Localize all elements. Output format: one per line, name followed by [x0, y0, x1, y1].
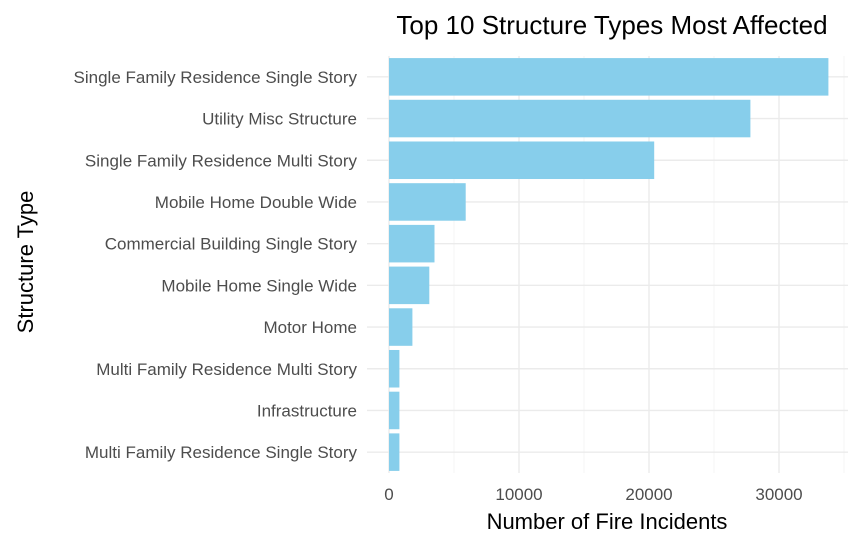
bar	[389, 58, 829, 96]
x-tick-label: 20000	[625, 485, 672, 504]
y-tick-label: Single Family Residence Multi Story	[85, 151, 358, 170]
bar	[389, 266, 430, 305]
bar	[389, 349, 400, 388]
bar	[389, 141, 655, 180]
y-tick-label: Mobile Home Single Wide	[161, 276, 357, 295]
x-tick-label: 0	[384, 485, 393, 504]
bar	[389, 99, 751, 138]
x-axis-tick-labels: 0 10000 20000 30000	[384, 485, 802, 504]
y-axis-tick-labels: Single Family Residence Single Story Util…	[74, 68, 358, 462]
bar	[389, 308, 413, 346]
y-axis-title: Structure Type	[13, 191, 38, 334]
y-tick-label: Infrastructure	[257, 401, 357, 420]
bar	[389, 391, 400, 430]
x-tick-label: 30000	[755, 485, 802, 504]
bar	[389, 433, 400, 471]
y-tick-label: Commercial Building Single Story	[105, 235, 358, 254]
y-tick-label: Motor Home	[263, 318, 357, 337]
x-axis-title: Number of Fire Incidents	[487, 509, 728, 534]
y-tick-label: Mobile Home Double Wide	[155, 193, 357, 212]
bar	[389, 183, 466, 221]
bar	[389, 224, 435, 263]
chart-title: Top 10 Structure Types Most Affected	[396, 10, 827, 40]
x-tick-label: 10000	[495, 485, 542, 504]
y-tick-label: Utility Misc Structure	[202, 110, 357, 129]
y-tick-label: Single Family Residence Single Story	[74, 68, 358, 87]
bars	[389, 58, 829, 471]
y-tick-label: Multi Family Residence Single Story	[85, 443, 358, 462]
y-tick-label: Multi Family Residence Multi Story	[96, 360, 357, 379]
